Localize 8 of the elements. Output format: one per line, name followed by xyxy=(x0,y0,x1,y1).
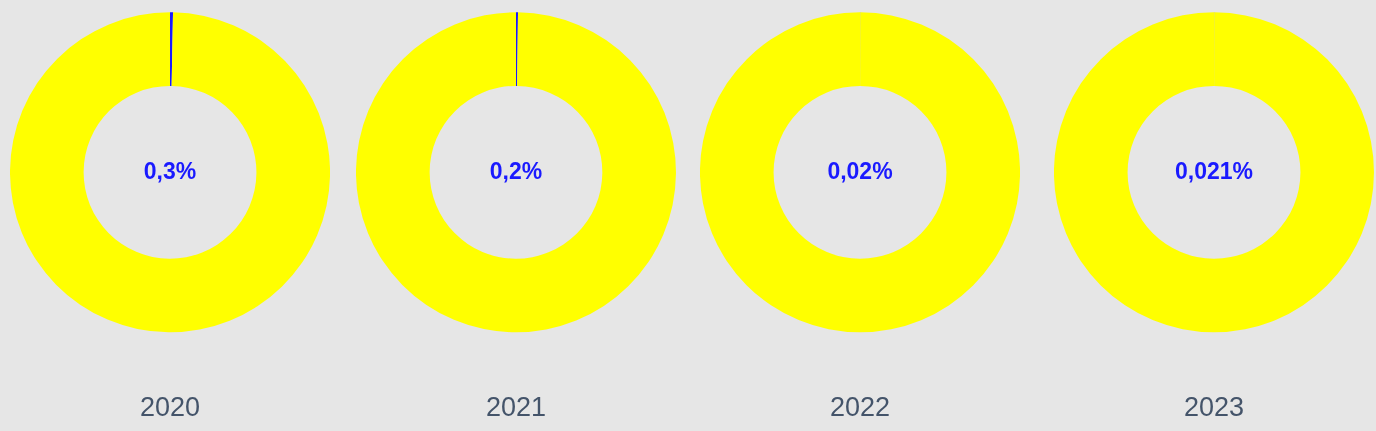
data-label: 0,021% xyxy=(1174,157,1254,184)
data-label: 0,3% xyxy=(143,157,197,184)
text: 2023 xyxy=(1183,392,1245,423)
data-label: 0,2% xyxy=(489,157,543,184)
text: 2020 xyxy=(139,392,201,423)
text: 2021 xyxy=(485,392,547,423)
text: 2022 xyxy=(829,392,891,423)
data-label: 0,02% xyxy=(827,157,893,184)
